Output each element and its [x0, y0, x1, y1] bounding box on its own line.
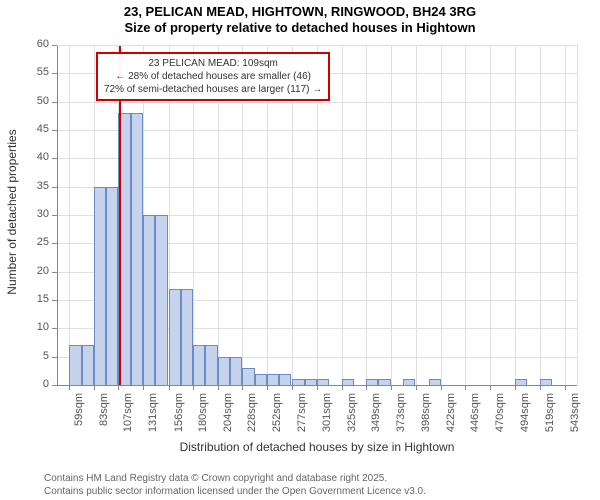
y-tick-label: 30 — [19, 208, 49, 220]
x-tick-label: 519sqm — [544, 393, 556, 443]
grid-line — [342, 45, 343, 385]
histogram-bar — [169, 289, 181, 385]
annotation-line-3: 72% of semi-detached houses are larger (… — [104, 83, 322, 96]
x-tick-label: 422sqm — [445, 393, 457, 443]
title-line-2: Size of property relative to detached ho… — [0, 20, 600, 36]
x-tick-label: 252sqm — [271, 393, 283, 443]
grid-line — [391, 45, 392, 385]
grid-line — [465, 45, 466, 385]
right-axis-line — [577, 45, 578, 385]
y-axis-line — [57, 45, 58, 385]
y-tick-label: 55 — [19, 66, 49, 78]
footer-line-2: Contains public sector information licen… — [44, 485, 426, 498]
x-tick-label: 446sqm — [469, 393, 481, 443]
x-tick-label: 204sqm — [222, 393, 234, 443]
annotation-box: 23 PELICAN MEAD: 109sqm ← 28% of detache… — [96, 52, 330, 101]
x-tick-label: 277sqm — [296, 393, 308, 443]
grid-line — [490, 45, 491, 385]
grid-line — [565, 45, 566, 385]
x-tick-label: 131sqm — [147, 393, 159, 443]
histogram-bar — [267, 374, 279, 385]
histogram-bar — [193, 345, 205, 385]
x-tick-label: 83sqm — [98, 393, 110, 443]
histogram-bar — [205, 345, 217, 385]
y-tick-label: 10 — [19, 321, 49, 333]
histogram-bar — [94, 187, 106, 385]
y-axis-label: Number of detached properties — [5, 112, 19, 312]
x-tick-label: 543sqm — [569, 393, 581, 443]
x-axis-line — [57, 385, 577, 386]
x-tick-label: 107sqm — [122, 393, 134, 443]
y-tick-label: 35 — [19, 180, 49, 192]
title-line-1: 23, PELICAN MEAD, HIGHTOWN, RINGWOOD, BH… — [0, 4, 600, 20]
histogram-bar — [279, 374, 291, 385]
grid-line — [366, 45, 367, 385]
x-tick-label: 301sqm — [321, 393, 333, 443]
y-tick-label: 45 — [19, 123, 49, 135]
y-tick-label: 25 — [19, 236, 49, 248]
x-axis-label: Distribution of detached houses by size … — [57, 440, 577, 454]
x-tick-label: 156sqm — [173, 393, 185, 443]
x-tick-label: 180sqm — [197, 393, 209, 443]
histogram-bar — [230, 357, 242, 385]
histogram-bar — [131, 113, 143, 385]
x-tick-label: 325sqm — [346, 393, 358, 443]
y-tick-label: 50 — [19, 95, 49, 107]
grid-line — [515, 45, 516, 385]
x-tick-label: 349sqm — [370, 393, 382, 443]
x-tick-label: 494sqm — [519, 393, 531, 443]
grid-line — [441, 45, 442, 385]
histogram-bar — [255, 374, 267, 385]
annotation-line-2: ← 28% of detached houses are smaller (46… — [104, 70, 322, 83]
x-tick-label: 59sqm — [73, 393, 85, 443]
histogram-bar — [181, 289, 193, 385]
top-axis-line — [57, 45, 577, 46]
x-tick-label: 398sqm — [420, 393, 432, 443]
footer-attribution: Contains HM Land Registry data © Crown c… — [44, 472, 426, 498]
y-tick-label: 20 — [19, 265, 49, 277]
histogram-bar — [155, 215, 167, 385]
x-tick-label: 373sqm — [395, 393, 407, 443]
grid-line — [540, 45, 541, 385]
histogram-bar — [242, 368, 254, 385]
y-tick-label: 5 — [19, 350, 49, 362]
histogram-bar — [69, 345, 81, 385]
histogram-bar — [106, 187, 118, 385]
y-tick-label: 0 — [19, 378, 49, 390]
grid-line — [69, 45, 70, 385]
y-tick-label: 60 — [19, 38, 49, 50]
x-tick-label: 228sqm — [246, 393, 258, 443]
footer-line-1: Contains HM Land Registry data © Crown c… — [44, 472, 426, 485]
y-tick-label: 40 — [19, 151, 49, 163]
annotation-line-1: 23 PELICAN MEAD: 109sqm — [104, 57, 322, 70]
x-tick-label: 470sqm — [494, 393, 506, 443]
histogram-bar — [143, 215, 155, 385]
histogram-bar — [218, 357, 230, 385]
y-tick-label: 15 — [19, 293, 49, 305]
grid-line — [416, 45, 417, 385]
histogram-bar — [82, 345, 94, 385]
